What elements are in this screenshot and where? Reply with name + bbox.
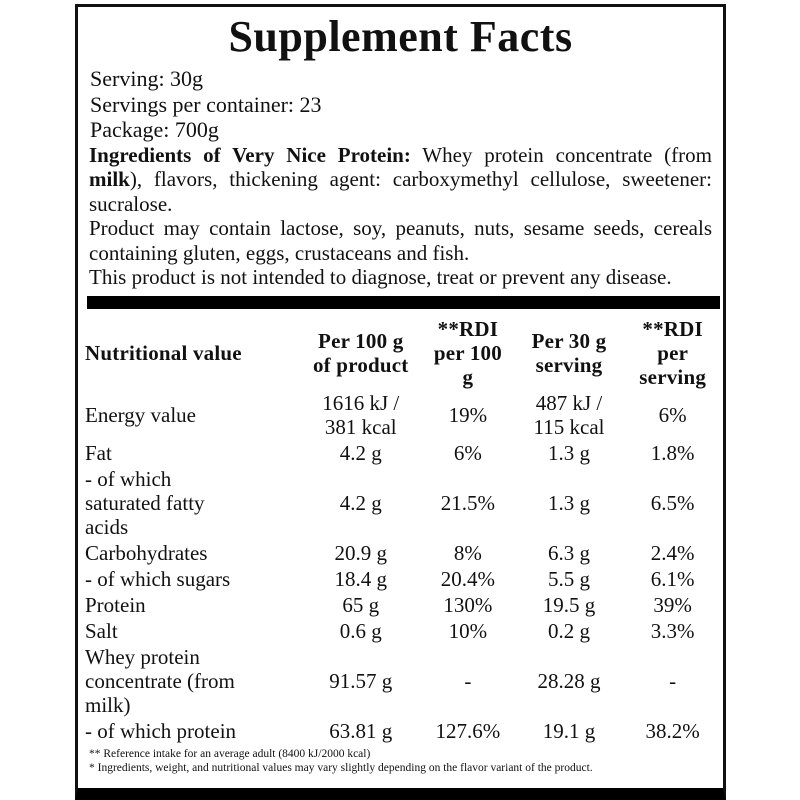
ingredients-milk-bold: milk <box>89 167 130 191</box>
table-row: Protein 65 g 130% 19.5 g 39% <box>78 592 723 618</box>
per-30g-cell: 487 kJ / 115 kcal <box>533 390 605 439</box>
rdi-serving-cell: 38.2% <box>645 718 700 743</box>
supplement-facts-label: Supplement Facts Serving: 30g Servings p… <box>75 4 726 800</box>
per-30g-cell: 0.2 g <box>548 618 591 643</box>
rdi-serving-cell: 2.4% <box>650 540 695 565</box>
allergen-paragraph: Product may contain lactose, soy, peanut… <box>89 216 712 265</box>
rdi-serving-cell: 39% <box>653 592 692 617</box>
per-30g-cell: 5.5 g <box>548 566 591 591</box>
rdi-100g-cell: 10% <box>448 618 488 643</box>
per-100g-cell: 63.81 g <box>329 718 393 743</box>
per-100g-cell: 65 g <box>342 592 380 617</box>
rdi-100g-cell: 21.5% <box>440 490 496 515</box>
nutrient-name-cell: Whey protein concentrate (from milk) <box>85 644 235 717</box>
disclaimer-paragraph: This product is not intended to diagnose… <box>89 265 672 289</box>
package-line: Package: 700g <box>90 117 219 142</box>
nutrient-name-cell: Carbohydrates <box>85 540 208 565</box>
section-divider-bar <box>87 295 720 309</box>
per-30g-cell: 19.5 g <box>542 592 596 617</box>
ingredients-paragraph: Ingredients of Very Nice Protein: Whey p… <box>89 143 712 217</box>
ingredients-text-1: Whey protein concentrate (from <box>410 142 712 167</box>
rdi-100g-cell: 19% <box>448 402 488 427</box>
table-row: Carbohydrates 20.9 g 8% 6.3 g 2.4% <box>78 540 723 566</box>
per-30g-cell: 6.3 g <box>548 540 591 565</box>
per-30g-cell: 28.28 g <box>537 668 601 693</box>
rdi-serving-cell: 6.5% <box>650 490 695 515</box>
table-row: - of which protein 63.81 g 127.6% 19.1 g… <box>78 718 723 744</box>
ingredients-intro-bold: Ingredients of Very Nice Protein: <box>89 142 411 167</box>
per-100g-cell: 91.57 g <box>329 668 393 693</box>
footnote-variant-disclaimer: * Ingredients, weight, and nutritional v… <box>89 762 593 774</box>
header-per-30g: Per 30 g serving <box>531 328 607 377</box>
rdi-serving-cell: 6% <box>658 402 687 427</box>
table-row: Whey protein concentrate (from milk) 91.… <box>78 644 723 718</box>
ingredients-text-2: ), flavors, thickening agent: carboxymet… <box>89 167 712 216</box>
rdi-100g-cell: - <box>464 668 472 693</box>
rdi-100g-cell: 8% <box>453 540 482 565</box>
table-row: Energy value 1616 kJ / 381 kcal 19% 487 … <box>78 390 723 440</box>
header-rdi-per-100g: **RDI per 100 g <box>433 316 502 389</box>
per-100g-cell: 4.2 g <box>339 490 382 515</box>
rdi-serving-cell: 3.3% <box>650 618 695 643</box>
header-nutritional-value: Nutritional value <box>85 340 242 365</box>
rdi-100g-cell: 130% <box>443 592 493 617</box>
per-100g-cell: 0.6 g <box>339 618 382 643</box>
nutrition-table: Nutritional value Per 100 g of product *… <box>78 316 723 744</box>
nutrient-name-cell: Protein <box>85 592 146 617</box>
table-row: - of which saturated fatty acids 4.2 g 2… <box>78 466 723 540</box>
table-row: Salt 0.6 g 10% 0.2 g 3.3% <box>78 618 723 644</box>
footnotes: ** Reference intake for an average adult… <box>89 747 723 776</box>
per-30g-cell: 1.3 g <box>548 490 591 515</box>
nutrient-name-cell: - of which protein <box>85 718 237 743</box>
rdi-100g-cell: 6% <box>453 440 482 465</box>
nutrient-name-cell: Salt <box>85 618 118 643</box>
footnote-reference-intake: ** Reference intake for an average adult… <box>89 747 371 760</box>
table-row: - of which sugars 18.4 g 20.4% 5.5 g 6.1… <box>78 566 723 592</box>
rdi-100g-cell: 127.6% <box>435 718 501 743</box>
header-per-100g: Per 100 g of product <box>312 328 409 377</box>
serving-line: Serving: 30g <box>90 66 204 91</box>
header-rdi-per-serving: **RDI per serving <box>639 316 707 389</box>
rdi-serving-cell: - <box>669 668 677 693</box>
nutrient-name-cell: Fat <box>85 440 112 465</box>
nutrient-name-cell: - of which saturated fatty acids <box>85 466 205 539</box>
table-row: Fat 4.2 g 6% 1.3 g 1.8% <box>78 440 723 466</box>
rdi-100g-cell: 20.4% <box>440 566 496 591</box>
rdi-serving-cell: 6.1% <box>650 566 695 591</box>
page-title: Supplement Facts <box>228 12 573 61</box>
per-30g-cell: 1.3 g <box>548 440 591 465</box>
per-30g-cell: 19.1 g <box>542 718 596 743</box>
nutrient-name-cell: Energy value <box>85 402 196 427</box>
per-100g-cell: 4.2 g <box>339 440 382 465</box>
per-100g-cell: 18.4 g <box>334 566 387 591</box>
rdi-serving-cell: 1.8% <box>650 440 695 465</box>
table-header-row: Nutritional value Per 100 g of product *… <box>78 316 723 390</box>
servings-per-container-line: Servings per container: 23 <box>90 91 322 117</box>
nutrient-name-cell: - of which sugars <box>85 566 231 591</box>
per-100g-cell: 20.9 g <box>334 540 387 565</box>
per-100g-cell: 1616 kJ / 381 kcal <box>322 390 400 439</box>
